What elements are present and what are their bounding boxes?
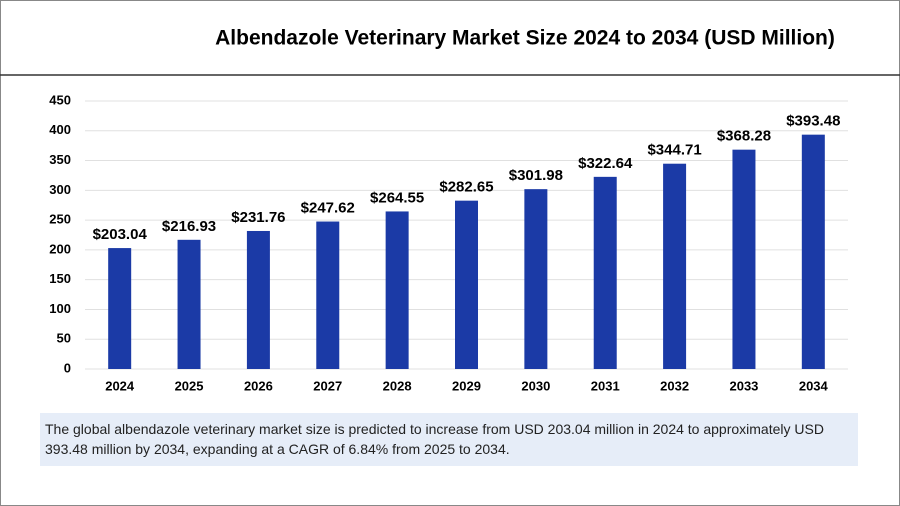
bar [593,176,617,369]
x-tick-label: 2030 [521,378,550,393]
value-label: $231.76 [231,209,285,226]
y-tick-label: 0 [64,360,71,375]
y-tick-label: 350 [49,152,71,167]
x-tick-label: 2027 [313,378,342,393]
x-tick-label: 2033 [729,378,758,393]
bar [663,163,687,369]
value-label: $203.04 [93,226,148,243]
note: The global albendazole veterinary market… [40,413,858,466]
y-tick-label: 250 [49,212,71,227]
x-tick-label: 2024 [105,378,135,393]
y-tick-label: 50 [57,331,71,346]
y-tick-label: 200 [49,241,71,256]
x-tick-label: 2031 [591,378,620,393]
x-tick-label: 2026 [244,378,273,393]
bar [385,211,409,369]
y-tick-label: 450 [49,92,71,107]
y-tick-label: 400 [49,122,71,137]
value-label: $264.55 [370,189,424,206]
y-tick-label: 100 [49,301,71,316]
x-tick-label: 2028 [383,378,412,393]
value-label: $301.98 [509,167,563,184]
value-label: $247.62 [301,199,355,216]
x-tick-label: 2029 [452,378,481,393]
bar [455,200,478,369]
x-tick-label: 2025 [175,378,204,393]
x-tick-label: 2032 [660,378,689,393]
bar [316,221,340,369]
y-tick-label: 300 [49,182,71,197]
x-tick-label: 2034 [799,378,829,393]
value-label: $216.93 [162,218,216,235]
bar [732,149,756,369]
bar [108,248,132,369]
bar [801,134,825,369]
value-label: $322.64 [578,155,633,172]
chart-title: Albendazole Veterinary Market Size 2024 … [215,27,835,50]
value-label: $368.28 [717,128,771,145]
bar [524,189,548,369]
value-label: $282.65 [439,179,493,196]
value-label: $393.48 [786,113,840,130]
bar [246,230,270,369]
y-tick-label: 150 [49,271,71,286]
value-label: $344.71 [647,142,701,159]
bar [177,239,201,369]
